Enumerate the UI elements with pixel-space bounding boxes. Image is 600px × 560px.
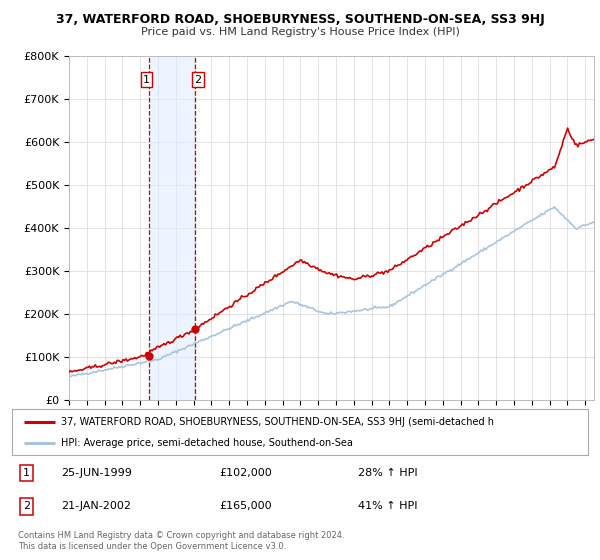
Text: £165,000: £165,000 <box>220 501 272 511</box>
Text: Price paid vs. HM Land Registry's House Price Index (HPI): Price paid vs. HM Land Registry's House … <box>140 27 460 38</box>
Text: 1: 1 <box>23 468 30 478</box>
Text: 2: 2 <box>23 501 30 511</box>
Text: 28% ↑ HPI: 28% ↑ HPI <box>358 468 417 478</box>
Text: 2: 2 <box>194 74 202 85</box>
Text: 37, WATERFORD ROAD, SHOEBURYNESS, SOUTHEND-ON-SEA, SS3 9HJ: 37, WATERFORD ROAD, SHOEBURYNESS, SOUTHE… <box>56 13 544 26</box>
Bar <box>149 56 194 400</box>
Text: 21-JAN-2002: 21-JAN-2002 <box>61 501 131 511</box>
Text: 41% ↑ HPI: 41% ↑ HPI <box>358 501 417 511</box>
Text: This data is licensed under the Open Government Licence v3.0.: This data is licensed under the Open Gov… <box>18 542 286 551</box>
Text: Contains HM Land Registry data © Crown copyright and database right 2024.: Contains HM Land Registry data © Crown c… <box>18 531 344 540</box>
Text: 25-JUN-1999: 25-JUN-1999 <box>61 468 132 478</box>
Text: 37, WATERFORD ROAD, SHOEBURYNESS, SOUTHEND-ON-SEA, SS3 9HJ (semi-detached h: 37, WATERFORD ROAD, SHOEBURYNESS, SOUTHE… <box>61 417 494 427</box>
Text: HPI: Average price, semi-detached house, Southend-on-Sea: HPI: Average price, semi-detached house,… <box>61 438 353 448</box>
Text: £102,000: £102,000 <box>220 468 272 478</box>
Text: 1: 1 <box>143 74 150 85</box>
